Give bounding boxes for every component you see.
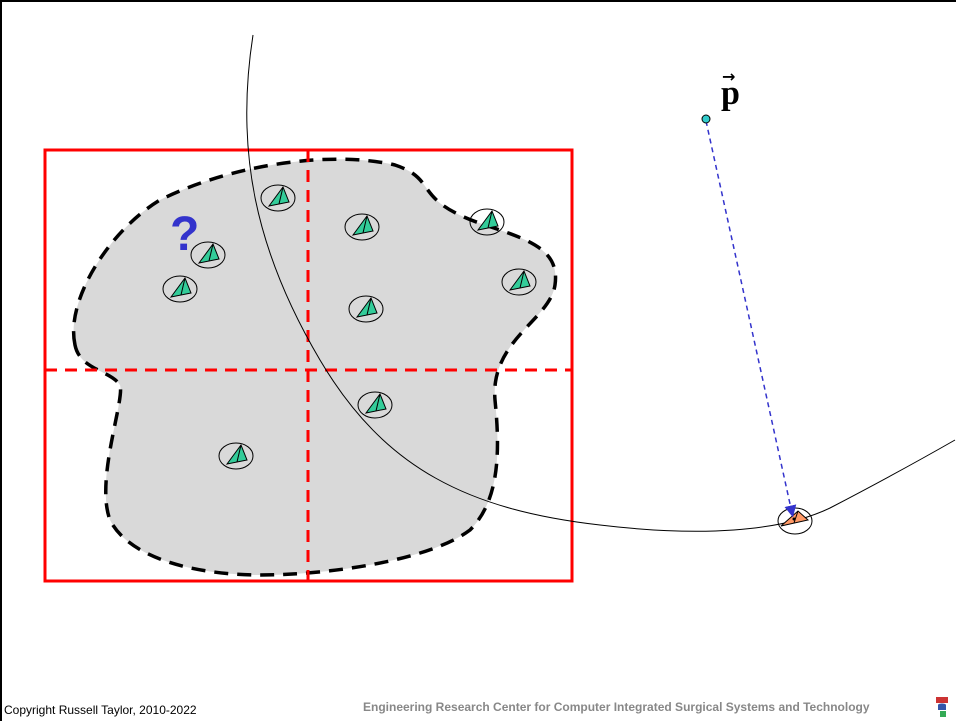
closest-triangle-icon — [777, 507, 813, 535]
triangle-icon — [357, 391, 393, 419]
cisst-logo-icon — [936, 697, 948, 717]
closest-point-vector — [705, 120, 797, 518]
point-cloud-region — [71, 157, 558, 577]
query-point — [701, 114, 711, 124]
triangle-icon — [190, 241, 226, 269]
triangle-icon — [260, 184, 296, 212]
vector-arrow: → — [722, 67, 735, 86]
triangle-icon — [162, 275, 198, 303]
surface-curve — [246, 34, 956, 532]
copyright-text: Copyright Russell Taylor, 2010-2022 — [4, 703, 197, 717]
question-mark: ? — [170, 208, 199, 261]
triangle-icon — [348, 295, 384, 323]
triangle-icon — [501, 268, 537, 296]
triangle-icon — [344, 213, 380, 241]
triangle-icon — [469, 208, 505, 236]
triangle-icon — [218, 442, 254, 470]
vector-label: p — [721, 75, 740, 112]
organization-text: Engineering Research Center for Computer… — [363, 700, 870, 714]
